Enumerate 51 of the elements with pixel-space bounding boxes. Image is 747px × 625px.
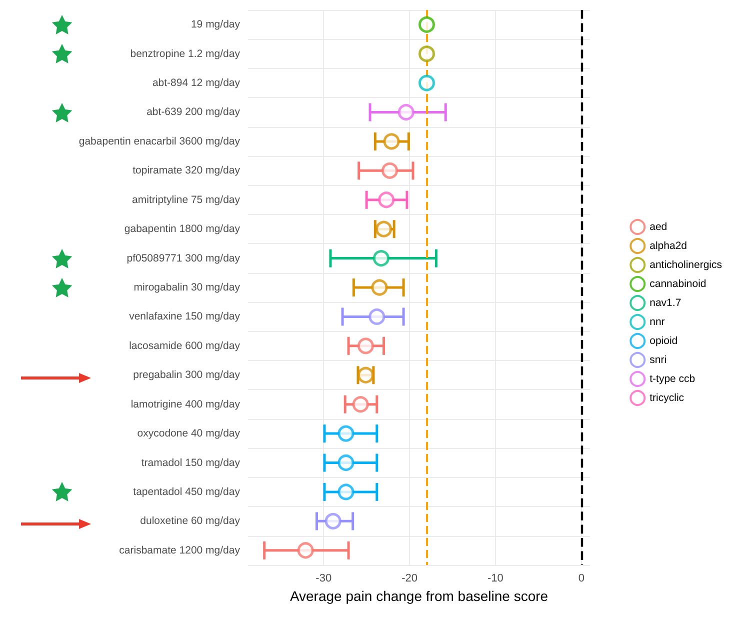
legend-label: snri	[650, 354, 667, 366]
x-tick-label: -10	[488, 572, 504, 584]
point	[378, 192, 395, 208]
point	[371, 279, 388, 296]
y-tick-label: duloxetine 60 mg/day	[140, 515, 241, 528]
y-tick-label: gabapentin 1800 mg/day	[124, 223, 241, 236]
y-tick-label: abt-894 12 mg/day	[152, 77, 241, 90]
x-tick-label: -20	[402, 572, 418, 584]
y-tick-label: amitriptyline 75 mg/day	[132, 194, 241, 206]
y-tick-label: tramadol 150 mg/day	[141, 456, 241, 469]
y-tick-label: carisbamate 1200 mg/day	[119, 544, 241, 556]
point	[338, 454, 354, 472]
legend-label: nnr	[650, 316, 666, 328]
point	[352, 396, 369, 413]
point	[338, 425, 354, 442]
point	[418, 16, 435, 33]
legend-label: anticholinergics	[650, 259, 722, 271]
legend-label: opioid	[650, 335, 678, 347]
legend-label: cannabinoid	[650, 278, 706, 290]
y-tick-label: benztropine 1.2 mg/day	[130, 48, 241, 60]
y-tick-label: lamotrigine 400 mg/day	[130, 398, 241, 410]
y-tick-label: oxycodone 40 mg/day	[137, 428, 241, 440]
legend-label: alpha2d	[650, 240, 688, 252]
y-tick-label: 19 mg/day	[190, 18, 241, 31]
point	[418, 46, 435, 62]
y-tick-label: gabapentin enacarbil 3600 mg/day	[78, 135, 241, 148]
point	[297, 542, 314, 559]
y-tick-label: venlafaxine 150 mg/day	[129, 310, 241, 323]
point	[338, 484, 354, 500]
point	[372, 250, 390, 267]
y-tick-label: pregabalin 300 mg/day	[133, 369, 241, 382]
y-tick-label: mirogabalin 30 mg/day	[134, 282, 241, 294]
legend-label: t-type ccb	[650, 373, 696, 385]
x-axis-title: Average pain change from baseline score	[290, 588, 548, 604]
point	[368, 308, 386, 325]
point	[383, 133, 400, 150]
point	[324, 512, 342, 530]
point	[382, 162, 398, 179]
y-tick-label: tapentadol 450 mg/day	[133, 486, 241, 498]
y-tick-label: lacosamide 600 mg/day	[129, 340, 241, 352]
legend-label: nav1.7	[650, 297, 682, 309]
point	[398, 104, 414, 120]
y-tick-label: topiramate 320 mg/day	[132, 164, 241, 177]
point	[418, 74, 435, 92]
legend-label: tricyclic	[650, 392, 684, 404]
x-tick-label: 0	[578, 572, 584, 584]
point	[357, 338, 374, 354]
y-tick-label: pf05089771 300 mg/day	[126, 252, 241, 264]
y-tick-label: abt-639 200 mg/day	[146, 106, 241, 118]
legend-label: aed	[650, 221, 668, 233]
x-tick-label: -30	[316, 572, 332, 584]
